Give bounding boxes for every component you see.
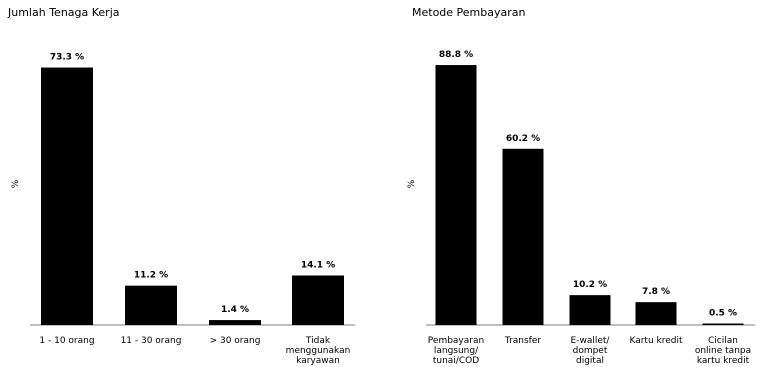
category-label: E-wallet/dompet digital	[571, 336, 611, 366]
chart-jumlah-tenaga-kerja: Jumlah Tenaga Kerja % 73.3 % 1 - 10 orang…	[7, 6, 355, 366]
category-label: Cicilan online tanpa kartu kredit	[695, 336, 751, 366]
chart-metode-pembayaran: Metode Pembayaran % 88.8 % Pembayaran lang…	[407, 6, 755, 366]
category-label: Kartu kredit	[629, 336, 683, 346]
y-axis-label: %	[11, 179, 21, 188]
bar	[635, 302, 677, 325]
chart-title: Jumlah Tenaga Kerja	[7, 6, 120, 19]
bar-value-label: 11.2 %	[134, 271, 168, 281]
category-label: > 30 orang	[210, 336, 261, 346]
y-axis-label: %	[407, 179, 417, 188]
bar	[292, 275, 344, 325]
bar	[435, 65, 477, 325]
category-label: 1 - 10 orang	[39, 336, 94, 346]
bar-value-label: 14.1 %	[301, 260, 335, 270]
category-label: Pembayaran langsung/tunai/COD	[428, 336, 484, 366]
bar-value-label: 88.8 %	[439, 50, 473, 60]
bar	[502, 148, 544, 325]
category-label: Transfer	[504, 336, 541, 346]
category-label: Tidak menggunakan karyawan	[286, 336, 351, 366]
bar	[569, 295, 611, 325]
bar	[702, 323, 744, 325]
bar-value-label: 60.2 %	[506, 134, 540, 144]
bar	[125, 285, 177, 325]
bar-value-label: 10.2 %	[573, 280, 607, 290]
bar	[209, 320, 261, 325]
bar	[41, 67, 93, 325]
bar-value-label: 1.4 %	[221, 305, 249, 315]
bar-value-label: 7.8 %	[642, 287, 670, 297]
bar-value-label: 0.5 %	[709, 309, 737, 319]
bar-value-label: 73.3 %	[50, 53, 84, 63]
category-label: 11 - 30 orang	[121, 336, 182, 346]
chart-title: Metode Pembayaran	[412, 6, 526, 19]
